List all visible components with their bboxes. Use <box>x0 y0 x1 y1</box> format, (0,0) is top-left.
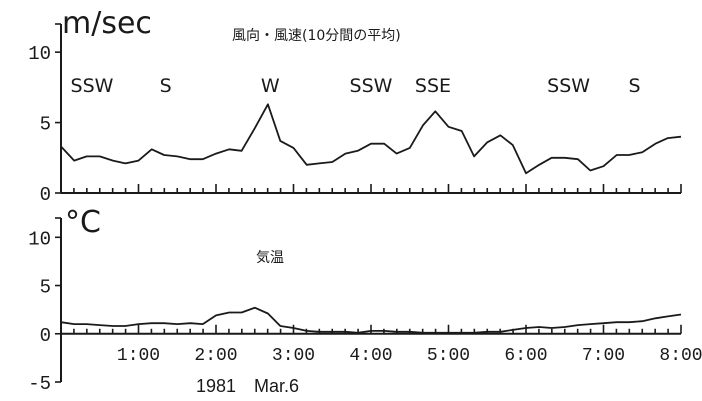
temp-y-tick-label: 5 <box>40 277 51 299</box>
wind-y-tick-label: 10 <box>28 43 51 65</box>
temp-chart-title: 気温 <box>256 250 284 266</box>
temp-y-unit-label: °C <box>65 205 101 240</box>
temp-y-tick-labels: -5 0 5 10 <box>28 228 51 395</box>
time-x-tick-label: 3:00 <box>272 346 315 366</box>
wind-axes <box>55 23 682 194</box>
wind-y-tick-label: 5 <box>40 114 51 136</box>
wind-chart-title: 風向・風速(10分間の平均) <box>232 28 401 44</box>
wind-direction-label: SSW <box>350 75 393 97</box>
time-x-tick-label: 8:00 <box>659 346 702 366</box>
time-x-tick-label: 2:00 <box>194 346 237 366</box>
wind-direction-label: SSE <box>415 75 451 97</box>
x-axis-date-label: 1981 Mar.6 <box>196 376 299 396</box>
wind-series-line-0 <box>60 103 682 175</box>
time-x-tick-label: 5:00 <box>427 346 470 366</box>
wind-direction-label: S <box>628 75 640 97</box>
wind-y-tick-label: 0 <box>40 184 51 206</box>
temp-series-line-0 <box>60 306 682 334</box>
wind-y-unit-label: m/sec <box>62 6 152 41</box>
wind-direction-label: SSW <box>71 75 114 97</box>
time-x-tick-labels: 1:00 2:00 3:00 4:00 5:00 6:00 7:00 8:00 <box>117 346 702 366</box>
wind-direction-label: SSW <box>547 75 590 97</box>
temperature-series <box>60 306 682 334</box>
time-x-tick-label: 4:00 <box>349 346 392 366</box>
temperature-panel: °C 気温 -5 0 5 10 1:00 2:00 3:00 4:00 5:00 6:00 7:0… <box>28 205 702 396</box>
time-x-tick-label: 1:00 <box>117 346 160 366</box>
wind-y-tick-labels: 0 5 10 <box>28 43 51 206</box>
wind-speed-series <box>60 103 682 175</box>
wind-direction-labels: SSW S W SSW SSE SSW S <box>71 75 641 97</box>
wind-direction-label: W <box>261 75 280 97</box>
wind-direction-label: S <box>160 75 172 97</box>
temp-y-tick-label: -5 <box>28 373 51 395</box>
temp-y-tick-label: 0 <box>40 325 51 347</box>
temp-y-tick-label: 10 <box>28 228 51 250</box>
time-x-tick-label: 6:00 <box>504 346 547 366</box>
time-x-tick-label: 7:00 <box>582 346 625 366</box>
